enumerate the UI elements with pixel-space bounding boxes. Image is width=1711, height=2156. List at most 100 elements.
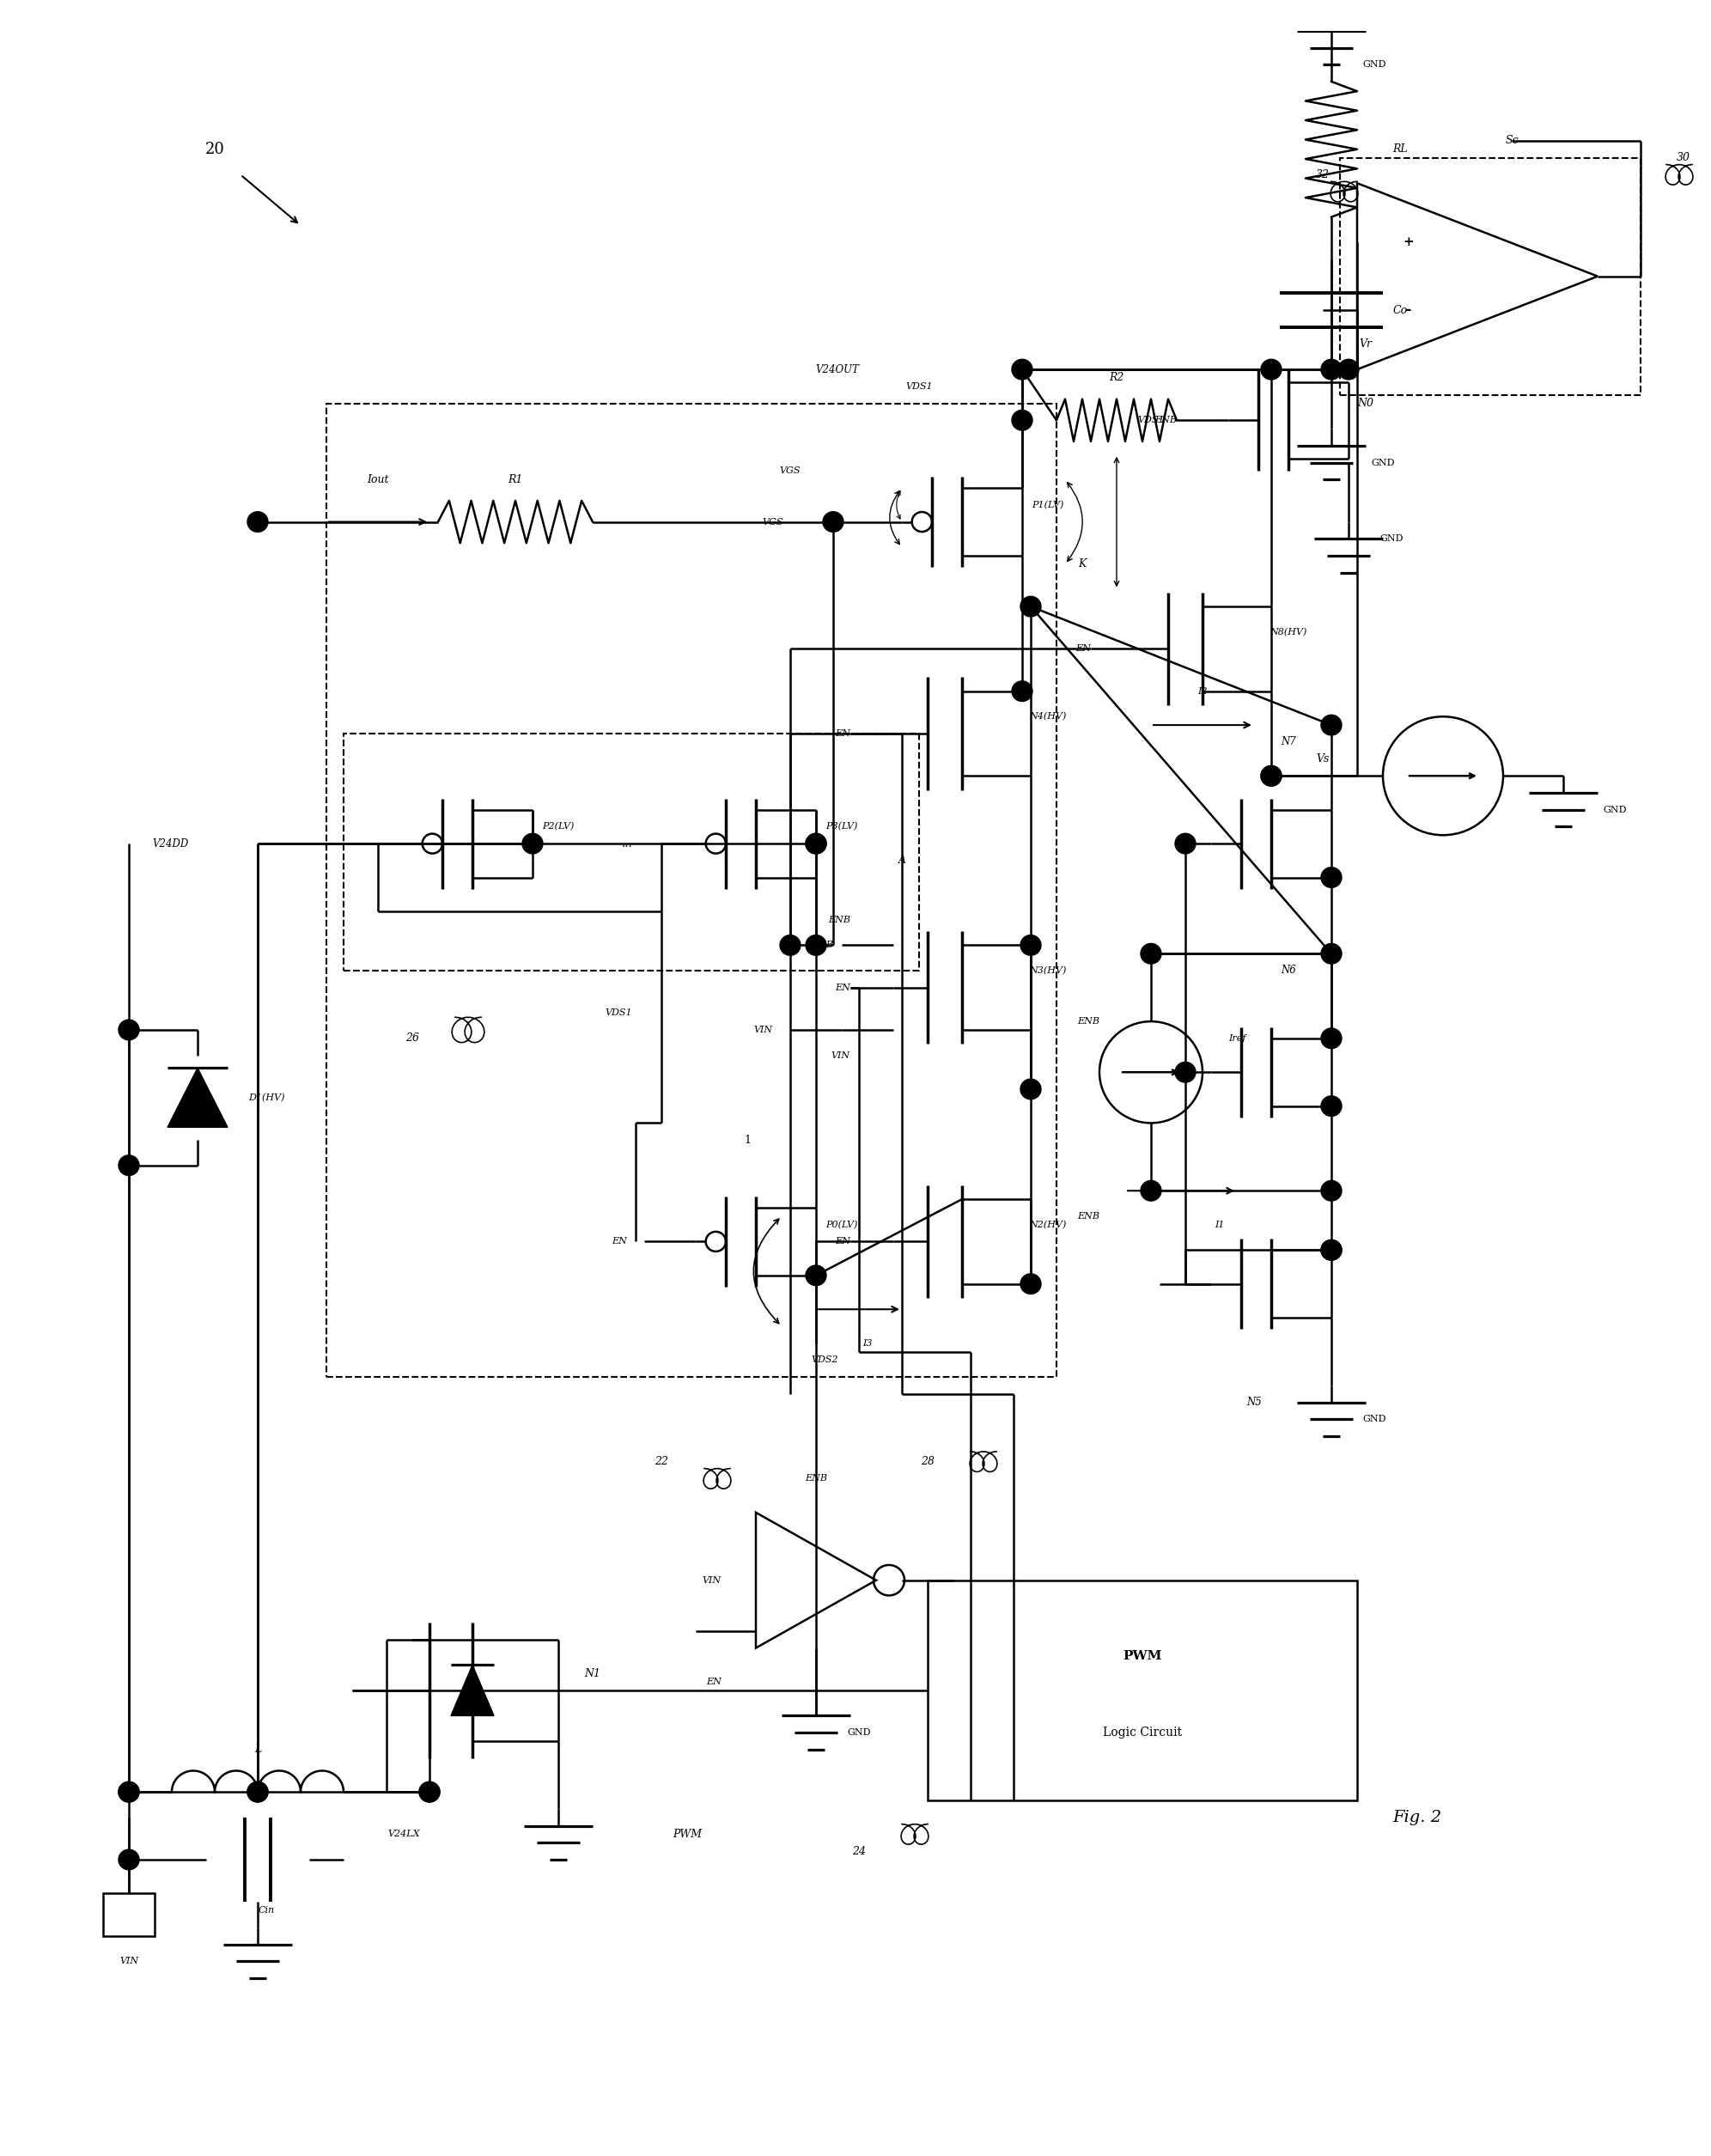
Text: D1(HV): D1(HV) <box>248 1093 284 1102</box>
Text: 24: 24 <box>852 1846 866 1856</box>
Text: GND: GND <box>847 1729 871 1738</box>
Text: ENB: ENB <box>811 940 833 949</box>
Text: +: + <box>1403 237 1413 248</box>
Circle shape <box>1321 1181 1341 1201</box>
Text: Vs: Vs <box>1316 752 1329 765</box>
Text: VDS1: VDS1 <box>606 1009 631 1018</box>
Circle shape <box>1020 936 1040 955</box>
Circle shape <box>806 834 826 854</box>
Text: I2: I2 <box>1198 688 1208 696</box>
Text: GND: GND <box>1379 535 1403 543</box>
Bar <box>927 1580 1357 1800</box>
Text: PWM: PWM <box>672 1828 702 1839</box>
Circle shape <box>1321 944 1341 964</box>
Circle shape <box>1261 765 1282 787</box>
Text: K: K <box>1078 558 1086 569</box>
Text: EN: EN <box>1076 645 1092 653</box>
Text: PWM: PWM <box>1122 1651 1162 1662</box>
Circle shape <box>806 834 826 854</box>
Text: GND: GND <box>1603 806 1627 815</box>
Circle shape <box>1261 765 1282 787</box>
Circle shape <box>1141 1181 1162 1201</box>
Circle shape <box>1338 360 1359 379</box>
Bar <box>103 1893 154 1936</box>
Circle shape <box>248 511 269 533</box>
Text: 32: 32 <box>1316 168 1329 181</box>
Circle shape <box>823 511 844 533</box>
Text: P3(LV): P3(LV) <box>826 821 857 830</box>
Circle shape <box>118 1020 139 1039</box>
Circle shape <box>522 834 542 854</box>
Text: 20: 20 <box>205 142 224 157</box>
Text: R2: R2 <box>1109 373 1124 384</box>
Circle shape <box>1321 867 1341 888</box>
Text: EN: EN <box>835 729 850 737</box>
Text: VDS1: VDS1 <box>1138 416 1165 425</box>
Text: GND: GND <box>1371 459 1394 468</box>
Circle shape <box>1175 834 1196 854</box>
Text: N8(HV): N8(HV) <box>1270 627 1307 636</box>
Circle shape <box>419 1781 440 1802</box>
Circle shape <box>1321 360 1341 379</box>
Circle shape <box>419 1781 440 1802</box>
Text: -: - <box>1405 302 1412 317</box>
Text: Co: Co <box>1393 304 1408 315</box>
Circle shape <box>1141 944 1162 964</box>
Text: 1: 1 <box>744 1134 751 1145</box>
Text: Sc: Sc <box>1506 136 1518 147</box>
Text: ...: ... <box>621 837 633 849</box>
Text: N4(HV): N4(HV) <box>1030 711 1066 720</box>
Text: N7: N7 <box>1282 737 1295 748</box>
Text: N2(HV): N2(HV) <box>1030 1220 1066 1229</box>
Polygon shape <box>168 1067 228 1128</box>
Text: RL: RL <box>1393 144 1408 155</box>
Text: R1: R1 <box>508 474 524 485</box>
Text: ENB: ENB <box>1155 416 1177 425</box>
Text: 28: 28 <box>921 1455 934 1468</box>
Text: EN: EN <box>835 1238 850 1246</box>
Text: ENB: ENB <box>1078 1018 1100 1026</box>
Text: A: A <box>898 856 905 867</box>
Text: VDS1: VDS1 <box>905 382 932 390</box>
Text: EN: EN <box>611 1238 626 1246</box>
Circle shape <box>1011 410 1032 431</box>
Text: N3(HV): N3(HV) <box>1030 966 1066 975</box>
Circle shape <box>1020 1078 1040 1100</box>
Text: I1: I1 <box>1215 1220 1225 1229</box>
Circle shape <box>780 936 801 955</box>
Circle shape <box>248 1781 269 1802</box>
Circle shape <box>1011 360 1032 379</box>
Circle shape <box>1321 1028 1341 1048</box>
Text: 26: 26 <box>406 1033 419 1044</box>
Text: P0(LV): P0(LV) <box>826 1220 857 1229</box>
Text: VIN: VIN <box>120 1958 139 1966</box>
Circle shape <box>1011 681 1032 701</box>
Circle shape <box>1321 1240 1341 1259</box>
Text: VIN: VIN <box>703 1576 722 1585</box>
Text: V24DD: V24DD <box>152 839 188 849</box>
Text: P2(LV): P2(LV) <box>542 821 575 830</box>
Text: VIN: VIN <box>755 1026 773 1035</box>
Circle shape <box>806 1266 826 1285</box>
Text: Cin: Cin <box>258 1906 274 1915</box>
Circle shape <box>1175 1063 1196 1082</box>
Text: V24LX: V24LX <box>388 1830 419 1839</box>
Text: 30: 30 <box>1677 153 1690 164</box>
Text: V24OUT: V24OUT <box>814 364 859 375</box>
Polygon shape <box>452 1664 494 1716</box>
Text: EN: EN <box>707 1677 722 1686</box>
Bar <box>327 403 1056 1378</box>
Circle shape <box>1321 1095 1341 1117</box>
Circle shape <box>118 1781 139 1802</box>
Text: VIN: VIN <box>832 1050 850 1059</box>
Circle shape <box>1020 1274 1040 1294</box>
Circle shape <box>248 1781 269 1802</box>
Bar <box>1340 157 1641 395</box>
Circle shape <box>1321 1240 1341 1259</box>
Text: N6: N6 <box>1282 966 1295 977</box>
Text: N1: N1 <box>585 1669 601 1680</box>
Text: Iout: Iout <box>366 474 388 485</box>
Circle shape <box>118 1781 139 1802</box>
Text: VGS: VGS <box>763 517 784 526</box>
Text: 22: 22 <box>655 1455 669 1468</box>
